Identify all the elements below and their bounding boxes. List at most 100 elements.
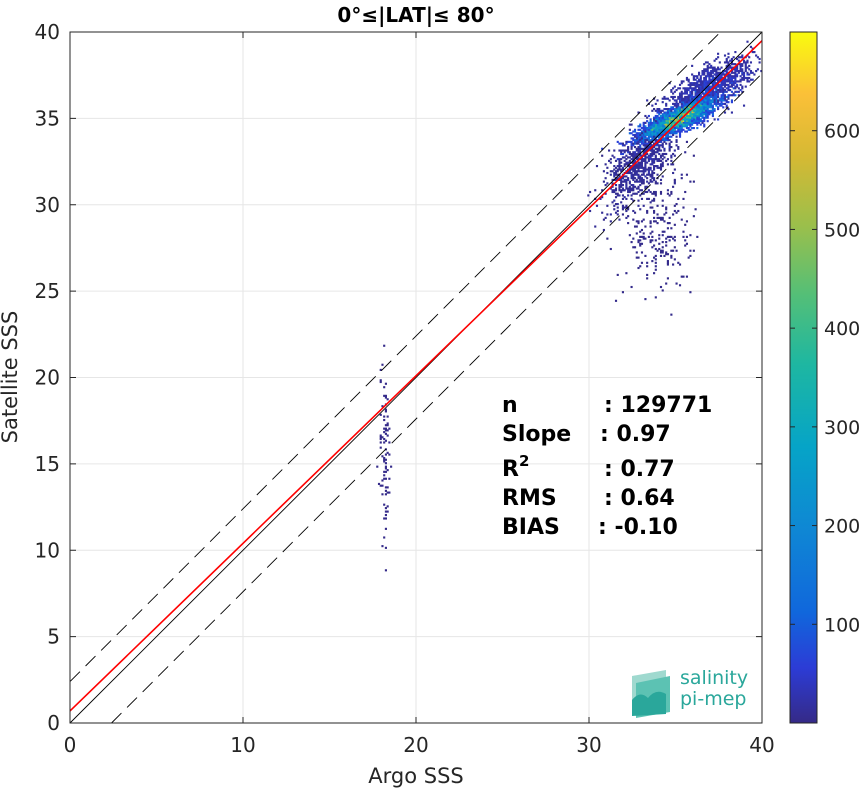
density-cell [654,128,657,131]
density-cell [670,128,673,131]
density-cell [717,68,720,71]
density-cell [722,90,725,93]
density-cell [632,199,635,202]
density-cell [687,256,690,259]
density-cell [689,123,692,126]
density-cell [659,156,663,159]
density-cell [685,275,689,278]
density-cell [682,121,685,124]
density-cell [616,213,619,216]
density-cell [694,116,697,119]
density-cell [644,187,647,190]
density-cell [692,249,695,252]
density-cell [751,71,754,74]
density-cell [637,152,640,156]
density-cell [654,130,657,133]
density-cell [668,139,671,142]
density-cell [654,144,657,147]
density-cell [642,159,645,162]
density-cell [621,197,624,200]
density-cell [623,180,626,183]
density-cell [734,90,737,93]
density-cell [678,94,682,97]
density-cell [637,161,640,164]
density-cell [713,68,716,71]
density-cell [675,132,678,135]
density-cell [710,75,713,78]
density-cell [628,123,631,126]
density-cell [723,85,727,88]
density-cell [703,108,706,111]
density-cell [653,190,656,194]
density-cell [623,149,626,152]
density-cell [384,424,387,427]
density-cell [653,108,656,111]
density-cell [673,258,676,261]
density-cell [646,177,649,180]
density-cell [742,104,746,107]
density-cell [677,146,680,149]
density-cell [699,97,702,100]
density-cell [611,182,614,185]
density-cell [653,256,656,259]
density-cell [710,102,713,105]
density-cell [614,299,618,302]
density-cell [658,242,661,245]
density-cell [653,272,656,275]
density-cell [623,144,626,147]
density-cell [632,158,635,161]
density-cell [730,71,733,74]
density-cell [678,109,682,112]
density-cell [632,166,635,169]
density-cell [630,158,633,161]
density-cell [675,120,678,123]
density-cell [703,123,706,126]
density-cell [646,127,649,130]
density-cell [627,190,630,194]
density-cell [659,125,663,128]
density-cell [384,470,387,473]
density-cell [685,121,689,124]
density-cell [621,206,624,209]
density-cell [729,85,732,88]
density-cell [628,182,631,185]
x-axis-ticks: 0 10 20 30 40 [64,32,775,757]
density-cell [651,132,654,135]
density-cell [613,149,616,152]
density-cell [729,73,732,76]
density-cell [618,165,621,168]
density-cell [663,152,666,156]
density-cell [710,111,713,114]
density-cell [642,132,645,135]
density-cell [635,137,638,140]
density-cell [717,56,720,59]
density-cell [635,220,638,223]
density-cell [646,152,649,156]
density-cell [661,241,664,244]
density-cell [711,95,714,99]
density-cell [625,204,628,207]
density-cell [661,101,664,104]
density-cell [383,456,386,460]
density-cell [689,116,692,119]
density-cell [670,159,673,162]
density-cell [678,108,682,111]
density-cell [718,75,721,78]
density-cell [675,101,678,104]
density-cell [632,170,635,173]
density-cell [706,73,709,76]
density-cell [701,120,704,123]
x-tick-label: 10 [230,733,255,757]
colorbar-tick-label: 500 [824,219,860,241]
density-cell [710,109,713,112]
density-cell [661,120,664,123]
density-cell [713,118,716,121]
density-cell [627,189,630,192]
density-cell [672,121,675,124]
density-cell [635,158,638,161]
density-cell [595,165,599,168]
density-cell [656,151,659,154]
density-cell [706,75,709,78]
logo-text-line2: pi-mep [680,688,746,710]
density-cell [659,285,663,289]
